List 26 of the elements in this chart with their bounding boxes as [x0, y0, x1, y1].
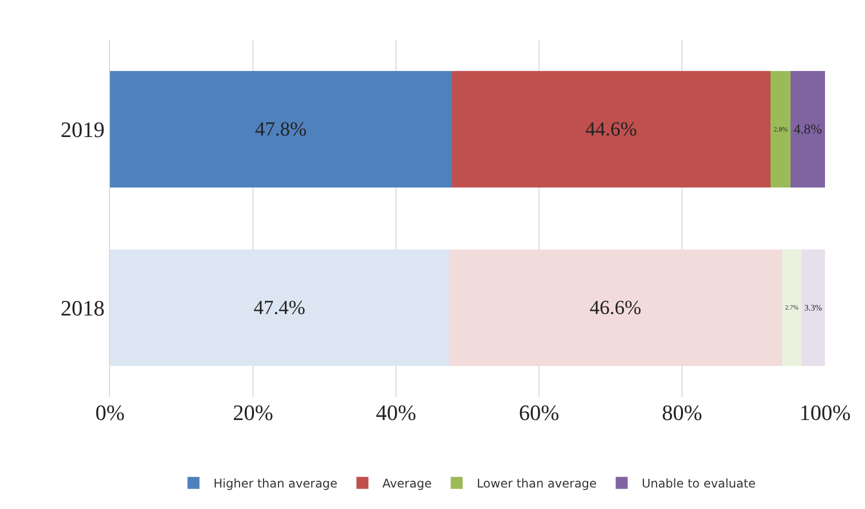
- bar: [790, 71, 825, 188]
- legend-label: Lower than average: [476, 476, 597, 491]
- bar: [448, 250, 782, 366]
- data-label: 46.6%: [590, 296, 642, 319]
- data-label: 3.3%: [804, 302, 822, 312]
- bar: [782, 250, 802, 366]
- bar: [770, 71, 791, 188]
- x-tick-label: 40%: [376, 400, 416, 425]
- x-tick-label: 60%: [518, 400, 560, 425]
- data-label: 47.8%: [255, 118, 307, 140]
- y-tick-label: 2019: [60, 116, 105, 142]
- bar: [110, 250, 449, 366]
- legend-label: Higher than average: [214, 476, 338, 491]
- data-label: 44.6%: [585, 118, 638, 140]
- y-tick-label: 2018: [60, 295, 105, 320]
- x-tick-label: 80%: [662, 400, 702, 425]
- bar: [452, 71, 771, 188]
- x-tick-label: 100%: [799, 400, 851, 425]
- data-label: 4.8%: [794, 121, 822, 136]
- x-tick-label: 20%: [232, 400, 274, 425]
- data-label: 47.4%: [254, 296, 306, 319]
- x-tick-label: 0%: [95, 400, 125, 425]
- legend-label: Unable to evaluate: [642, 476, 756, 491]
- legend-label: Average: [382, 476, 432, 491]
- bar: [110, 71, 452, 188]
- bar: [801, 250, 825, 366]
